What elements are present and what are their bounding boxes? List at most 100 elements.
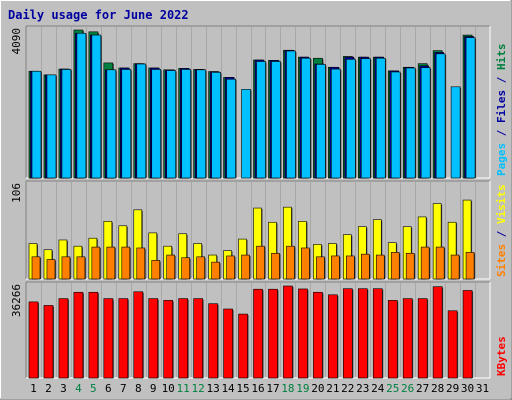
x-tick-label: 25 xyxy=(386,382,399,395)
bar-kbytes-day-3 xyxy=(58,298,69,379)
chart-panels: 4090 Pages / Files / Hits 106 Sites / Visit… xyxy=(10,25,508,379)
bar-kbytes-day-2 xyxy=(43,305,54,379)
bar-kbytes-day-6 xyxy=(103,298,114,379)
legend-part: Files xyxy=(495,90,508,123)
bar-pages-day-2 xyxy=(46,74,57,179)
bar-sites-day-15 xyxy=(241,254,250,280)
bar-kbytes-day-21 xyxy=(328,294,338,379)
bar-kbytes-day-12 xyxy=(193,298,203,379)
bar-pages-day-23 xyxy=(360,58,371,179)
bar-kbytes-day-24 xyxy=(372,288,383,379)
bar-pages-day-3 xyxy=(61,69,72,179)
bar-pages-day-13 xyxy=(211,72,221,179)
bar-sites-day-17 xyxy=(271,252,280,280)
x-tick-label: 20 xyxy=(311,382,324,395)
panel-kbytes: 36266 KBytes xyxy=(10,281,508,379)
bar-kbytes-day-27 xyxy=(417,298,428,379)
y-axis-max-label: 106 xyxy=(10,183,23,203)
bar-kbytes-day-30 xyxy=(462,290,473,379)
bar-pages-day-11 xyxy=(181,69,191,179)
x-tick-label: 14 xyxy=(221,382,235,395)
x-tick-label: 31 xyxy=(476,382,489,395)
legend-part: Hits xyxy=(495,44,508,71)
bar-pages-day-18 xyxy=(286,50,296,179)
legend-part: / xyxy=(495,70,508,90)
legend-part: Pages xyxy=(495,143,508,176)
x-tick-label: 8 xyxy=(135,382,142,395)
x-tick-label: 13 xyxy=(206,382,219,395)
bar-kbytes-day-5 xyxy=(88,291,99,379)
x-tick-label: 5 xyxy=(90,382,97,395)
x-tick-label: 6 xyxy=(105,382,112,395)
bar-pages-day-27 xyxy=(420,67,431,179)
bar-sites-day-14 xyxy=(226,255,235,280)
bar-sites-day-21 xyxy=(331,255,340,280)
x-tick-label: 12 xyxy=(192,382,205,395)
bar-sites-day-24 xyxy=(375,254,385,280)
bar-sites-day-9 xyxy=(151,260,161,280)
x-tick-label: 9 xyxy=(150,382,157,395)
bar-sites-day-19 xyxy=(301,247,310,280)
x-tick-label: 19 xyxy=(296,382,309,395)
bar-pages-day-16 xyxy=(256,61,266,179)
bar-sites-day-2 xyxy=(46,259,56,280)
bar-kbytes-day-1 xyxy=(28,301,39,379)
bar-kbytes-day-25 xyxy=(387,300,398,379)
bar-pages-day-1 xyxy=(31,70,42,179)
x-tick-label: 24 xyxy=(371,382,385,395)
bar-kbytes-day-16 xyxy=(253,288,263,379)
bar-sites-day-18 xyxy=(286,245,295,280)
bar-sites-day-1 xyxy=(31,256,41,280)
x-tick-label: 15 xyxy=(236,382,249,395)
x-tick-label: 23 xyxy=(356,382,369,395)
bar-sites-day-25 xyxy=(390,252,400,280)
bar-kbytes-day-28 xyxy=(432,286,443,379)
bar-kbytes-day-23 xyxy=(357,288,368,379)
bar-kbytes-day-15 xyxy=(238,313,248,379)
bar-sites-day-22 xyxy=(346,255,355,280)
bar-sites-day-28 xyxy=(435,246,445,280)
bar-pages-day-10 xyxy=(166,70,177,179)
legend-part: / xyxy=(495,123,508,143)
bar-kbytes-day-4 xyxy=(73,291,84,379)
bar-kbytes-day-29 xyxy=(447,310,458,379)
bar-pages-day-9 xyxy=(151,69,162,179)
y-axis-max-label: 36266 xyxy=(10,284,23,317)
bar-kbytes-day-14 xyxy=(223,308,233,379)
bar-kbytes-day-22 xyxy=(343,288,353,379)
bar-sites-day-26 xyxy=(405,252,415,280)
bar-pages-day-30 xyxy=(465,37,476,179)
x-tick-label: 27 xyxy=(416,382,429,395)
x-tick-label: 21 xyxy=(326,382,339,395)
bar-pages-day-7 xyxy=(121,69,132,179)
bar-kbytes-day-10 xyxy=(163,300,174,379)
bar-sites-day-7 xyxy=(121,246,131,280)
bar-kbytes-day-9 xyxy=(148,298,159,379)
bar-sites-day-16 xyxy=(256,245,265,280)
x-tick-label: 4 xyxy=(75,382,82,395)
bar-kbytes-day-18 xyxy=(283,285,293,379)
x-tick-label: 29 xyxy=(446,382,459,395)
bar-sites-day-11 xyxy=(181,257,190,280)
bar-sites-day-13 xyxy=(211,261,220,280)
bar-pages-day-20 xyxy=(316,64,326,179)
bar-pages-day-28 xyxy=(435,53,446,179)
x-tick-label: 30 xyxy=(461,382,474,395)
bar-kbytes-day-20 xyxy=(313,291,323,379)
x-tick-label: 1 xyxy=(30,382,37,395)
panel-legend-label: Pages / Files / Hits xyxy=(495,44,508,177)
bar-sites-day-6 xyxy=(106,246,116,280)
bar-sites-day-23 xyxy=(360,253,370,280)
legend-part: KBytes xyxy=(495,336,508,376)
bar-pages-day-19 xyxy=(301,57,311,179)
x-tick-label: 18 xyxy=(281,382,294,395)
bar-sites-day-4 xyxy=(76,256,86,280)
legend-part: Visits xyxy=(495,184,508,224)
bar-pages-day-24 xyxy=(375,57,386,179)
y-axis-max-label: 4090 xyxy=(10,28,23,55)
bar-pages-day-14 xyxy=(226,78,236,179)
legend-part: Sites xyxy=(495,244,508,277)
bar-kbytes-day-11 xyxy=(178,298,188,379)
x-tick-label: 10 xyxy=(162,382,175,395)
